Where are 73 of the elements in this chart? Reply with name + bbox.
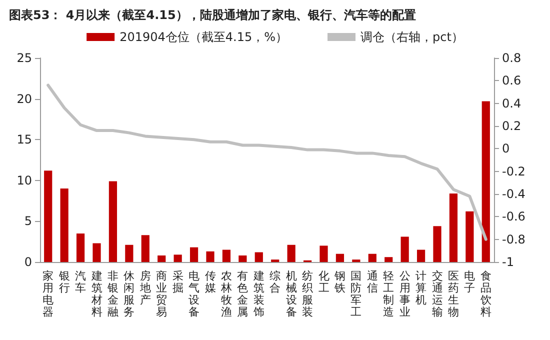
y2-tick-label: 0 [502, 142, 510, 156]
bar [433, 226, 442, 262]
y2-tick-label: -0.8 [502, 232, 526, 246]
y2-tick-label: -0.6 [502, 210, 526, 224]
bar [60, 188, 68, 262]
y-tick-label: 15 [16, 132, 32, 147]
x-tick-label: 化工 [318, 270, 330, 294]
x-tick-label: 公用事业 [399, 270, 410, 318]
x-tick-label: 有色金属 [237, 270, 248, 318]
x-tick-label: 通信 [366, 270, 378, 294]
x-tick-label: 建筑材料 [90, 270, 102, 318]
x-tick-label: 综合 [270, 270, 281, 294]
x-tick-label: 房地产 [138, 270, 151, 306]
x-tick-label: 家用电器 [42, 270, 54, 318]
x-tick-label: 钢铁 [333, 270, 346, 294]
bar [400, 236, 409, 262]
bar [287, 244, 296, 262]
bar [174, 254, 182, 262]
legend-label: 201904仓位（截至4.15，%） [120, 30, 288, 44]
x-tick-label: 传媒 [204, 270, 216, 294]
bar [449, 193, 458, 262]
y2-tick-label: -0.2 [502, 164, 526, 178]
legend-label: 调仓（右轴，pct） [360, 30, 464, 44]
x-tick-label: 食品饮料 [479, 270, 492, 318]
y-tick-label: 0 [24, 255, 32, 269]
y-tick-label: 5 [24, 214, 32, 228]
bar [92, 243, 101, 262]
line-series [46, 84, 488, 241]
x-tick-label: 国防军工 [350, 270, 362, 318]
x-tick-label: 计算机 [416, 270, 427, 306]
x-tick-label: 电气设备 [188, 270, 200, 318]
bar [76, 233, 85, 262]
bar [108, 181, 118, 262]
x-tick-label: 机械设备 [286, 270, 297, 318]
bar [141, 235, 150, 262]
x-tick-label: 采掘 [172, 270, 184, 294]
x-tick-label: 银行 [58, 270, 70, 294]
y2-tick-label: 0.8 [502, 51, 522, 65]
bar [238, 255, 247, 262]
y-tick-label: 10 [16, 173, 32, 188]
x-tick-label: 建筑装饰 [252, 270, 264, 318]
bar [336, 254, 344, 262]
bar [320, 246, 328, 262]
x-tick-label: 轻工制造 [383, 270, 394, 318]
y-tick-label: 20 [16, 92, 32, 106]
y2-tick-label: -1 [502, 255, 514, 269]
bar [44, 170, 52, 262]
y2-tick-label: 0.2 [502, 119, 522, 133]
x-tick-label: 电子 [464, 270, 476, 294]
y-tick-label: 25 [16, 51, 32, 65]
bar [254, 252, 263, 262]
x-tick-label: 汽车 [75, 270, 86, 294]
y2-tick-label: 0.4 [502, 96, 522, 110]
x-tick-label: 医药生物 [448, 270, 459, 318]
bar [222, 250, 231, 262]
x-tick-label: 农林牧渔 [220, 270, 232, 318]
chart-title: 图表53： 4月以来（截至4.15），陆股通增加了家电、银行、汽车等的配置 [9, 8, 416, 22]
bar [206, 251, 214, 262]
x-tick-label: 纺织服装 [302, 270, 314, 318]
x-tick-label: 交通运输 [432, 270, 443, 318]
y2-tick-label: -0.4 [502, 187, 526, 201]
bar [368, 254, 376, 262]
bar [416, 250, 426, 262]
y2-tick-label: 0.6 [502, 74, 522, 88]
x-tick-label: 休闲服务 [124, 270, 135, 318]
bar [482, 101, 490, 262]
bar [125, 244, 134, 262]
bar [158, 255, 166, 262]
x-tick-label: 非银金融 [106, 270, 118, 318]
bar [466, 211, 474, 262]
x-tick-label: 商业贸易 [156, 270, 168, 318]
bar [384, 257, 393, 262]
bar [190, 247, 198, 262]
